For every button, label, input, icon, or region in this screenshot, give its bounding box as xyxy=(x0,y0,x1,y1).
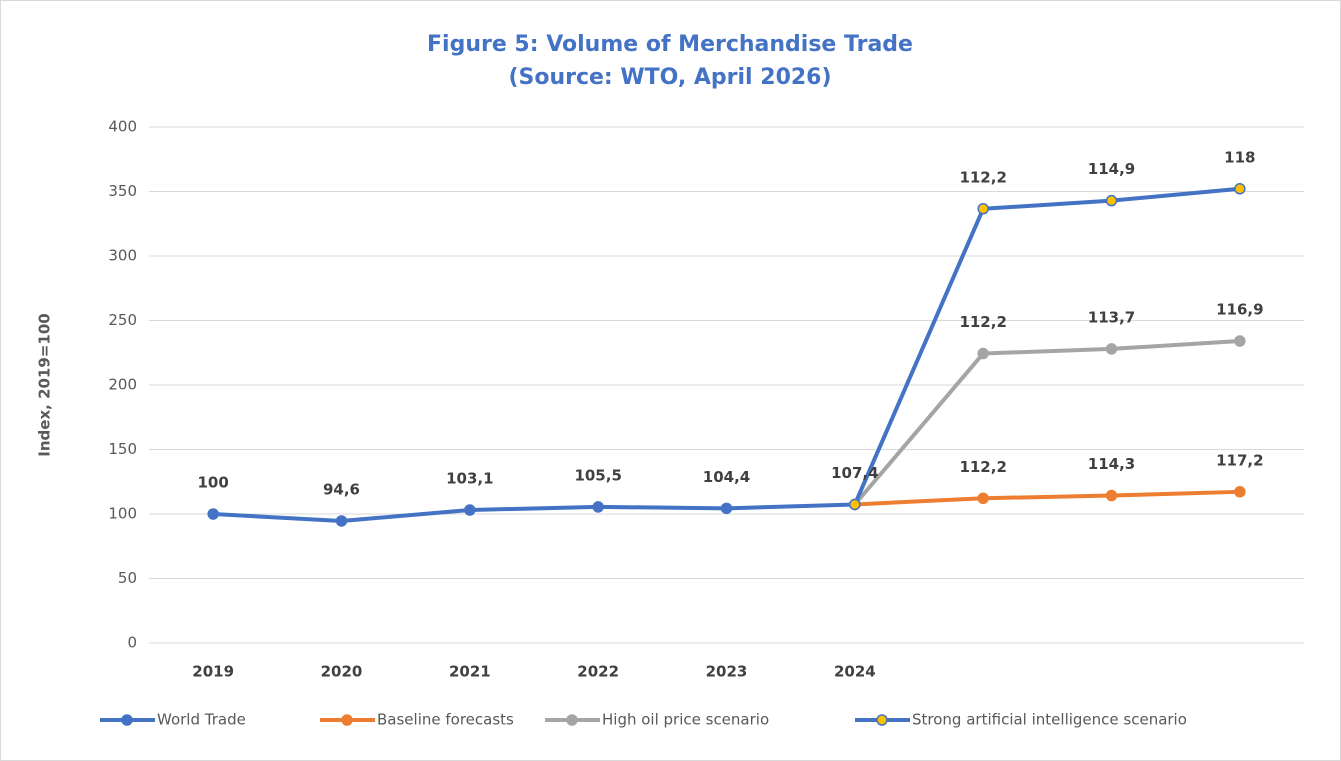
data-label: 112,2 xyxy=(959,313,1006,331)
x-tick-label: 2024 xyxy=(834,663,876,681)
marker xyxy=(849,498,861,511)
marker xyxy=(977,492,989,505)
y-tick-label: 250 xyxy=(108,311,137,329)
data-label: 112,2 xyxy=(959,168,1006,186)
y-tick-label: 350 xyxy=(108,182,137,200)
data-label: 113,7 xyxy=(1088,308,1135,326)
legend-marker xyxy=(121,714,133,726)
y-tick-label: 100 xyxy=(108,505,137,523)
data-label: 117,2 xyxy=(1216,451,1263,469)
marker xyxy=(1105,194,1118,207)
data-label: 114,3 xyxy=(1088,455,1135,473)
x-tick-label: 2019 xyxy=(192,663,234,681)
data-label: 104,4 xyxy=(703,468,750,486)
marker xyxy=(1105,343,1118,355)
data-label: 116,9 xyxy=(1216,301,1263,319)
y-tick-label: 150 xyxy=(108,440,137,458)
marker xyxy=(1234,486,1246,498)
y-tick-label: 400 xyxy=(108,118,137,136)
y-tick-label: 50 xyxy=(118,569,137,587)
x-tick-label: 2021 xyxy=(449,663,491,681)
marker xyxy=(1105,489,1118,502)
data-label: 105,5 xyxy=(574,466,621,484)
x-tick-label: 2020 xyxy=(321,663,363,681)
marker xyxy=(592,501,604,513)
y-tick-label: 300 xyxy=(108,247,137,265)
data-label: 100 xyxy=(198,474,229,492)
data-label: 112,2 xyxy=(959,458,1006,476)
legend-marker xyxy=(566,714,578,726)
marker xyxy=(1234,183,1246,195)
marker xyxy=(464,504,476,516)
y-tick-label: 0 xyxy=(127,634,137,652)
legend-marker xyxy=(341,714,353,726)
marker xyxy=(1234,335,1246,347)
y-axis-title: Index, 2019=100 xyxy=(36,313,54,456)
marker xyxy=(977,203,989,215)
data-label: 107,4 xyxy=(831,464,878,482)
legend-marker xyxy=(876,714,888,726)
x-tick-label: 2023 xyxy=(706,663,748,681)
data-label: 114,9 xyxy=(1088,160,1135,178)
data-label: 103,1 xyxy=(446,470,493,488)
data-label: 94,6 xyxy=(323,480,360,498)
marker xyxy=(335,515,348,527)
legend-label: High oil price scenario xyxy=(602,711,769,729)
series-line xyxy=(854,489,1240,507)
x-tick-label: 2022 xyxy=(577,663,619,681)
legend-label: World Trade xyxy=(157,711,246,729)
marker xyxy=(207,508,219,520)
chart-subtitle: (Source: WTO, April 2026) xyxy=(508,65,831,90)
series-line xyxy=(852,186,1241,506)
chart-title: Figure 5: Volume of Merchandise Trade xyxy=(427,32,913,57)
series-line xyxy=(853,339,1240,506)
series-line xyxy=(213,502,855,523)
legend-label: Baseline forecasts xyxy=(377,711,514,729)
legend-label: Strong artificial intelligence scenario xyxy=(912,711,1187,729)
y-tick-label: 200 xyxy=(108,376,137,394)
data-label: 118 xyxy=(1224,148,1255,166)
marker xyxy=(720,502,733,515)
marker xyxy=(977,347,989,360)
